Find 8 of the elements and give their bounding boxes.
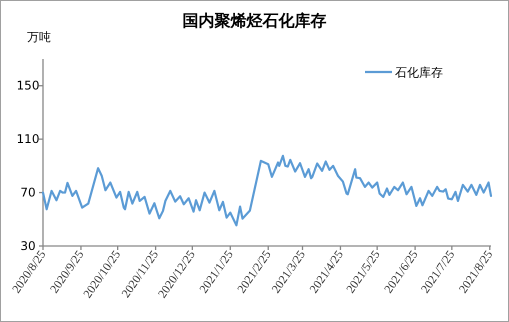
y-tick-label: 150 (16, 78, 40, 93)
y-axis-title: 万吨 (27, 30, 51, 44)
chart-title: 国内聚烯烃石化库存 (182, 11, 326, 30)
legend-label: 石化库存 (395, 66, 443, 80)
y-tick-label: 30 (20, 239, 36, 253)
line-series (42, 154, 492, 226)
y-tick-label: 110 (16, 132, 40, 146)
y-tick-label: 70 (20, 186, 36, 200)
